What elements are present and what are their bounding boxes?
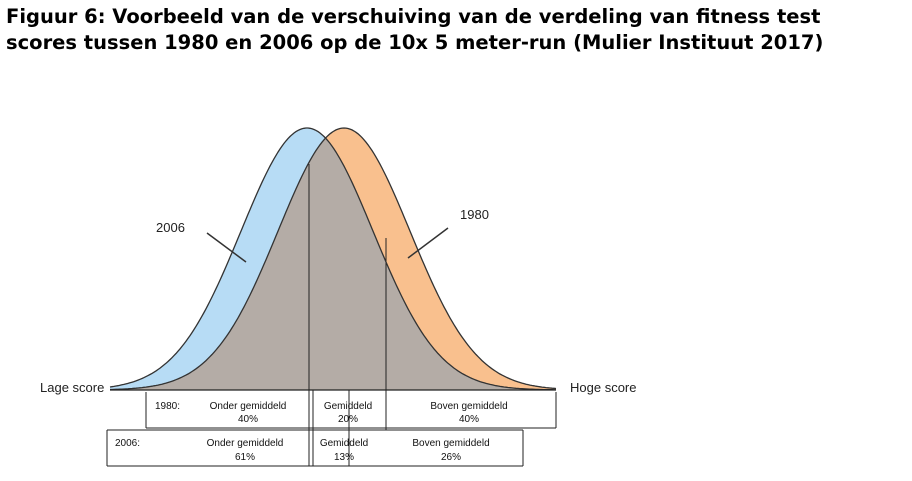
table-2006-cell-name: Boven gemiddeld [412,438,489,449]
label-2006: 2006 [156,220,185,235]
table-1980-cell-value: 40% [238,414,258,425]
table-1980-cell-value: 40% [459,414,479,425]
pointer-1980 [407,227,449,259]
table-2006-cell-value: 13% [334,452,354,463]
table-2006-cell-name: Onder gemiddeld [207,438,284,449]
table-2006-cell-name: Gemiddeld [320,438,368,449]
figure-title: Figuur 6: Voorbeeld van de verschuiving … [6,4,906,56]
axis-high-label: Hoge score [570,380,636,395]
curve-overlap-fill [110,128,556,390]
pointer-2006 [206,232,247,263]
table-2006-cell-value: 26% [441,452,461,463]
axis-low-label: Lage score [40,380,104,395]
table-1980-cell-name: Gemiddeld [324,401,372,412]
label-1980: 1980 [460,207,489,222]
table-1980-cell-name: Boven gemiddeld [430,401,507,412]
figure-title-line-1: Figuur 6: Voorbeeld van de verschuiving … [6,5,821,28]
table-1980-cell-name: Onder gemiddeld [210,401,287,412]
table-1980-cell-value: 20% [338,414,358,425]
figure-title-line-2: scores tussen 1980 en 2006 op de 10x 5 m… [6,31,824,54]
table-2006-year: 2006: [115,438,140,449]
table-2006-cell-value: 61% [235,452,255,463]
curve-2006-outline [109,127,556,391]
table-1980-year: 1980: [155,401,180,412]
table-1980: 1980: Onder gemiddeld 40% Gemiddeld 20% … [145,392,557,429]
table-2006: 2006: Onder gemiddeld 61% Gemiddeld 13% … [106,429,524,467]
curve-1980-outline [110,127,557,391]
